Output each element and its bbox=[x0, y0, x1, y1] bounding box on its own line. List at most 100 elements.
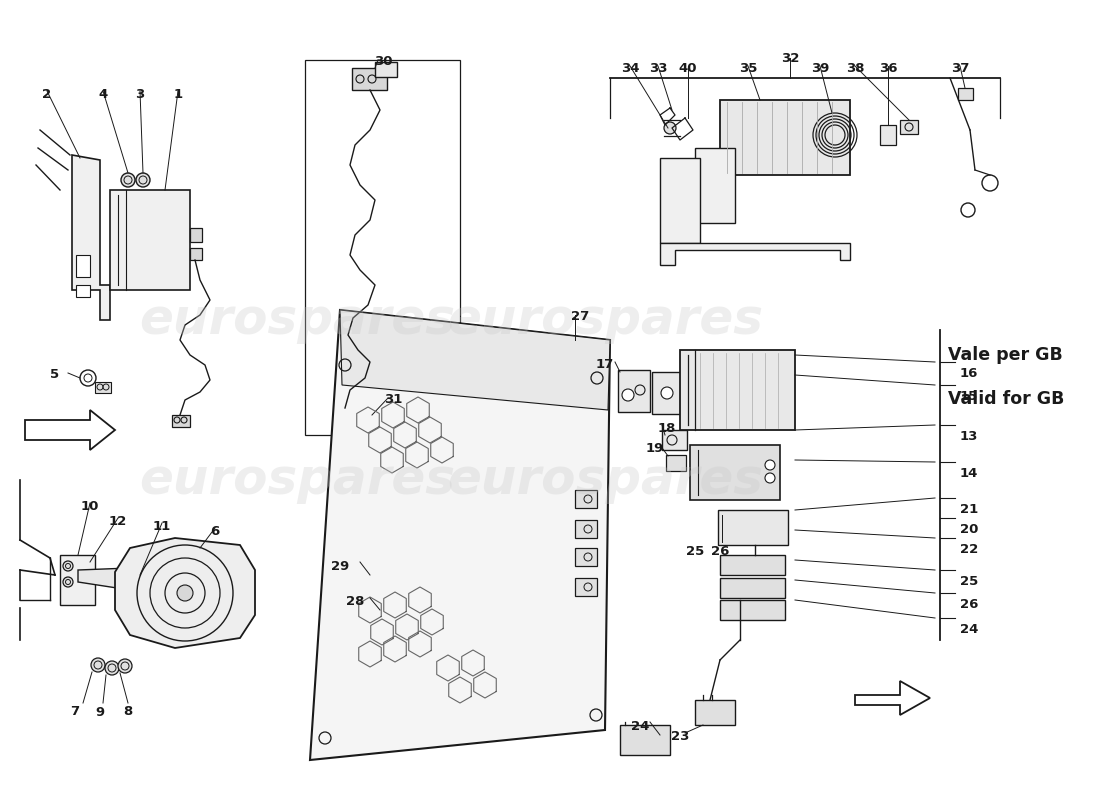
Bar bbox=[695, 148, 735, 223]
Text: 3: 3 bbox=[135, 88, 144, 101]
Text: 26: 26 bbox=[711, 545, 729, 558]
Bar bbox=[720, 100, 850, 175]
Circle shape bbox=[661, 387, 673, 399]
Text: 14: 14 bbox=[960, 467, 978, 480]
Bar bbox=[575, 548, 597, 566]
Text: 33: 33 bbox=[649, 62, 668, 75]
Text: 23: 23 bbox=[671, 730, 690, 743]
Text: 34: 34 bbox=[620, 62, 639, 75]
Bar bbox=[900, 120, 918, 134]
Text: 20: 20 bbox=[960, 523, 978, 536]
Text: 25: 25 bbox=[960, 575, 978, 588]
Polygon shape bbox=[340, 310, 610, 410]
Text: 29: 29 bbox=[331, 560, 349, 573]
Text: 27: 27 bbox=[571, 310, 590, 323]
Bar bbox=[338, 408, 373, 430]
Polygon shape bbox=[78, 568, 135, 590]
Bar bbox=[305, 60, 460, 435]
Polygon shape bbox=[660, 243, 850, 265]
Text: 32: 32 bbox=[781, 52, 800, 65]
Bar bbox=[575, 578, 597, 596]
Circle shape bbox=[91, 658, 104, 672]
Bar bbox=[620, 725, 670, 755]
Text: 6: 6 bbox=[210, 525, 220, 538]
Text: 8: 8 bbox=[123, 705, 133, 718]
Text: 40: 40 bbox=[679, 62, 697, 75]
Text: 21: 21 bbox=[960, 503, 978, 516]
Circle shape bbox=[764, 473, 776, 483]
Text: 24: 24 bbox=[630, 720, 649, 733]
Bar bbox=[575, 520, 597, 538]
Text: 28: 28 bbox=[345, 595, 364, 608]
Text: eurospares: eurospares bbox=[139, 456, 455, 504]
Circle shape bbox=[118, 659, 132, 673]
Polygon shape bbox=[310, 310, 610, 760]
Bar bbox=[172, 415, 190, 427]
Text: 12: 12 bbox=[109, 515, 128, 528]
Text: 17: 17 bbox=[596, 358, 614, 371]
Bar bbox=[720, 600, 785, 620]
Text: eurospares: eurospares bbox=[447, 296, 763, 344]
Bar bbox=[375, 62, 397, 77]
Text: 11: 11 bbox=[153, 520, 172, 533]
Bar bbox=[880, 125, 896, 145]
Circle shape bbox=[664, 122, 676, 134]
Bar bbox=[110, 190, 190, 290]
Text: 4: 4 bbox=[98, 88, 108, 101]
Circle shape bbox=[621, 389, 634, 401]
Text: 38: 38 bbox=[846, 62, 865, 75]
Bar bbox=[575, 490, 597, 508]
Circle shape bbox=[177, 585, 192, 601]
Bar bbox=[660, 158, 700, 243]
Bar bbox=[662, 430, 688, 450]
Bar bbox=[618, 370, 650, 412]
Text: 2: 2 bbox=[43, 88, 52, 101]
Text: 5: 5 bbox=[51, 368, 59, 381]
Text: 37: 37 bbox=[950, 62, 969, 75]
Circle shape bbox=[63, 577, 73, 587]
Text: 22: 22 bbox=[960, 543, 978, 556]
Bar bbox=[190, 228, 202, 242]
Bar bbox=[690, 445, 780, 500]
Text: 10: 10 bbox=[80, 500, 99, 513]
Text: Valid for GB: Valid for GB bbox=[948, 390, 1065, 408]
Text: 13: 13 bbox=[960, 430, 978, 443]
Bar bbox=[190, 248, 202, 260]
Bar bbox=[720, 555, 785, 575]
Circle shape bbox=[121, 173, 135, 187]
Text: 35: 35 bbox=[739, 62, 757, 75]
Text: eurospares: eurospares bbox=[447, 456, 763, 504]
Circle shape bbox=[764, 460, 776, 470]
Circle shape bbox=[136, 173, 150, 187]
Bar bbox=[666, 455, 686, 471]
Text: 39: 39 bbox=[811, 62, 829, 75]
Bar bbox=[76, 255, 90, 277]
Bar bbox=[680, 350, 795, 430]
Text: Vale per GB: Vale per GB bbox=[948, 346, 1063, 364]
Text: 18: 18 bbox=[658, 422, 676, 435]
Bar bbox=[652, 372, 682, 414]
Bar bbox=[958, 88, 974, 100]
Bar bbox=[360, 418, 382, 433]
Text: 26: 26 bbox=[960, 598, 978, 611]
Bar bbox=[95, 382, 111, 393]
Text: 31: 31 bbox=[384, 393, 403, 406]
Circle shape bbox=[63, 561, 73, 571]
Circle shape bbox=[104, 661, 119, 675]
Polygon shape bbox=[855, 681, 930, 715]
Bar bbox=[720, 578, 785, 598]
Text: 1: 1 bbox=[174, 88, 183, 101]
Text: 25: 25 bbox=[686, 545, 704, 558]
Bar bbox=[60, 555, 95, 605]
Text: 24: 24 bbox=[960, 623, 978, 636]
Bar bbox=[695, 700, 735, 725]
Text: eurospares: eurospares bbox=[139, 296, 455, 344]
Bar bbox=[352, 68, 387, 90]
Polygon shape bbox=[25, 410, 115, 450]
Text: 9: 9 bbox=[96, 706, 104, 719]
Text: 15: 15 bbox=[960, 390, 978, 403]
Text: 30: 30 bbox=[374, 55, 393, 68]
Bar bbox=[76, 285, 90, 297]
Polygon shape bbox=[116, 538, 255, 648]
Text: 7: 7 bbox=[70, 705, 79, 718]
